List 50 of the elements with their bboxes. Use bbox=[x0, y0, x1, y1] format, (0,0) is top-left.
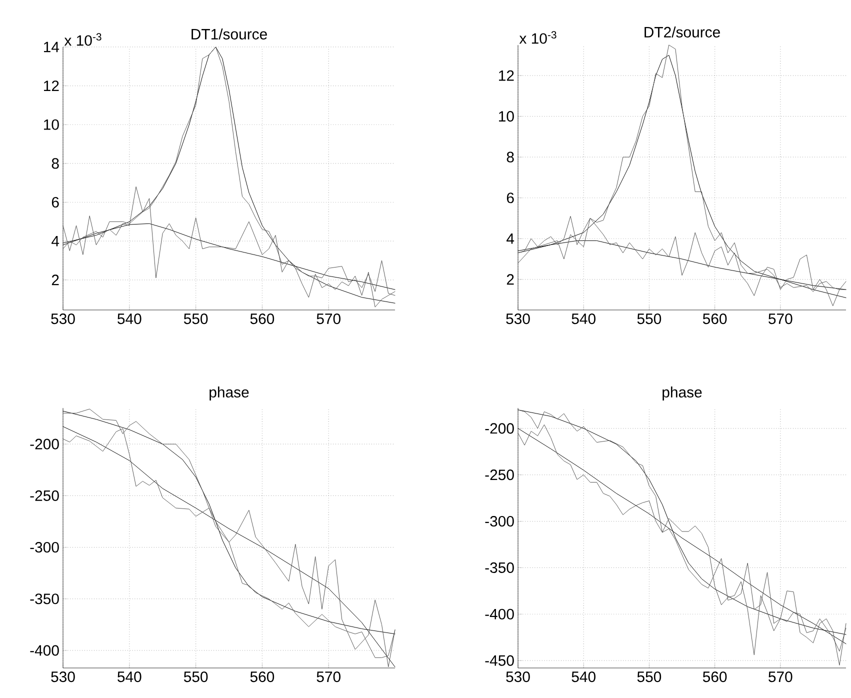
y-tick-label: 14 bbox=[44, 42, 60, 52]
x-tick-label: 530 bbox=[506, 314, 530, 324]
x-tick-label: 570 bbox=[316, 672, 340, 682]
y-tick-label: -450 bbox=[485, 655, 514, 666]
y-tick-label: 12 bbox=[44, 80, 59, 92]
text: x 10$^{-3}$ bbox=[64, 33, 102, 46]
x-tick-label: 570 bbox=[768, 314, 792, 324]
y-tick-label: 10 bbox=[499, 111, 514, 122]
y-tick-label: 6 bbox=[52, 196, 59, 208]
x-tick-label: 560 bbox=[702, 314, 727, 324]
x-tick-label: 570 bbox=[316, 314, 340, 324]
chart-title: DT1/source bbox=[192, 28, 267, 40]
x-tick-label: 540 bbox=[572, 672, 596, 682]
y-tick-label: -200 bbox=[485, 423, 514, 434]
x-tick-label: 540 bbox=[572, 314, 596, 324]
y-tick-label: 4 bbox=[52, 236, 60, 246]
y-tick-label: -400 bbox=[30, 645, 59, 656]
x-tick-label: 560 bbox=[250, 314, 274, 324]
x-tick-label: 530 bbox=[506, 672, 530, 682]
y-tick-label: -200 bbox=[30, 438, 59, 450]
x-tick-label: 530 bbox=[51, 672, 75, 682]
y-tick-label: 8 bbox=[52, 158, 59, 169]
y-tick-label: -300 bbox=[485, 516, 514, 527]
y-tick-label: -350 bbox=[30, 594, 59, 604]
y-tick-label: -250 bbox=[30, 490, 59, 501]
y-tick-label: 10 bbox=[44, 119, 59, 130]
y-tick-label: 2 bbox=[52, 274, 59, 286]
x-tick-label: 550 bbox=[637, 672, 662, 682]
x-tick-label: 550 bbox=[184, 672, 208, 682]
x-tick-label: 540 bbox=[118, 672, 142, 682]
y-tick-label: -250 bbox=[485, 470, 514, 480]
x-tick-label: 550 bbox=[184, 314, 208, 324]
y-tick-label: -300 bbox=[30, 542, 59, 553]
chart-title: DT2/source bbox=[644, 26, 720, 38]
y-tick-label: 4 bbox=[506, 233, 514, 244]
chart-title: phase bbox=[210, 386, 249, 400]
y-tick-label: 8 bbox=[506, 152, 514, 162]
y-tick-label: 2 bbox=[506, 274, 514, 285]
x-tick-label: 540 bbox=[118, 314, 142, 324]
chart-title: phase bbox=[662, 386, 702, 400]
x-tick-label: 570 bbox=[768, 672, 792, 682]
y-tick-label: -400 bbox=[485, 608, 514, 620]
text: x 10$^{-3}$ bbox=[519, 31, 556, 44]
x-tick-label: 560 bbox=[250, 672, 274, 682]
y-tick-label: 6 bbox=[506, 192, 514, 204]
x-tick-label: 550 bbox=[637, 314, 662, 324]
x-tick-label: 530 bbox=[51, 314, 75, 324]
y-tick-label: -350 bbox=[485, 562, 514, 573]
x-tick-label: 560 bbox=[702, 672, 727, 682]
y-tick-label: 12 bbox=[499, 70, 514, 81]
